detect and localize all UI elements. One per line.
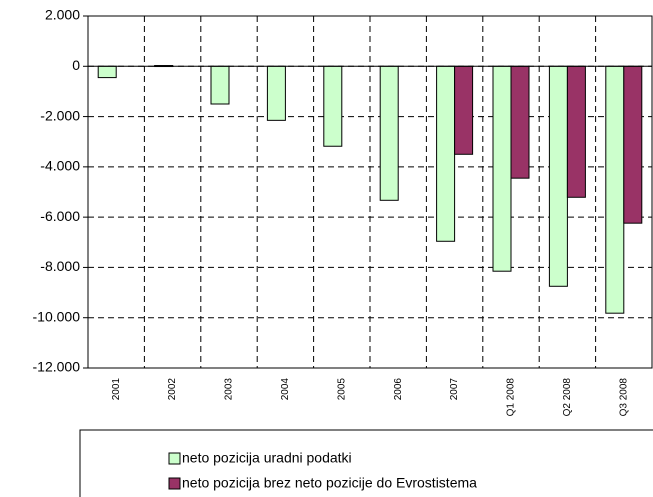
- bar: [97, 65, 117, 79]
- y-tick-label: -8.000: [40, 258, 80, 274]
- bar: [323, 65, 343, 147]
- x-tick-label: 2001: [111, 378, 122, 401]
- y-tick-label: -12.000: [33, 359, 81, 375]
- y-tick-label: -6.000: [40, 208, 80, 224]
- x-tick-label: Q2 2008: [562, 378, 573, 417]
- x-tick-label: 2005: [336, 378, 347, 401]
- bar: [566, 65, 586, 198]
- bar: [605, 65, 625, 314]
- y-tick-label: -2.000: [40, 107, 80, 123]
- y-tick-label: 0: [72, 57, 80, 73]
- bar: [548, 65, 568, 287]
- bar: [492, 65, 512, 272]
- x-tick-label: 2003: [224, 378, 235, 401]
- bar: [623, 65, 643, 224]
- y-tick-label: 2.000: [45, 7, 80, 23]
- legend-swatch: [168, 452, 181, 465]
- x-tick-label: 2004: [280, 378, 291, 401]
- x-tick-label: 2006: [393, 378, 404, 401]
- bar: [379, 65, 399, 201]
- bar: [510, 65, 530, 179]
- bar: [436, 65, 456, 242]
- y-tick-label: -4.000: [40, 158, 80, 174]
- legend-label: neto pozicija brez neto pozicije do Evro…: [182, 475, 477, 491]
- y-tick-label: -10.000: [33, 308, 81, 324]
- x-tick-label: Q1 2008: [506, 378, 517, 417]
- x-tick-label: Q3 2008: [618, 378, 629, 417]
- legend-swatch: [168, 477, 181, 490]
- bar: [454, 65, 474, 155]
- bar: [266, 65, 286, 121]
- legend-label: neto pozicija uradni podatki: [182, 450, 352, 466]
- x-tick-label: 2007: [449, 378, 460, 401]
- x-tick-label: 2002: [167, 378, 178, 401]
- bar: [210, 65, 230, 105]
